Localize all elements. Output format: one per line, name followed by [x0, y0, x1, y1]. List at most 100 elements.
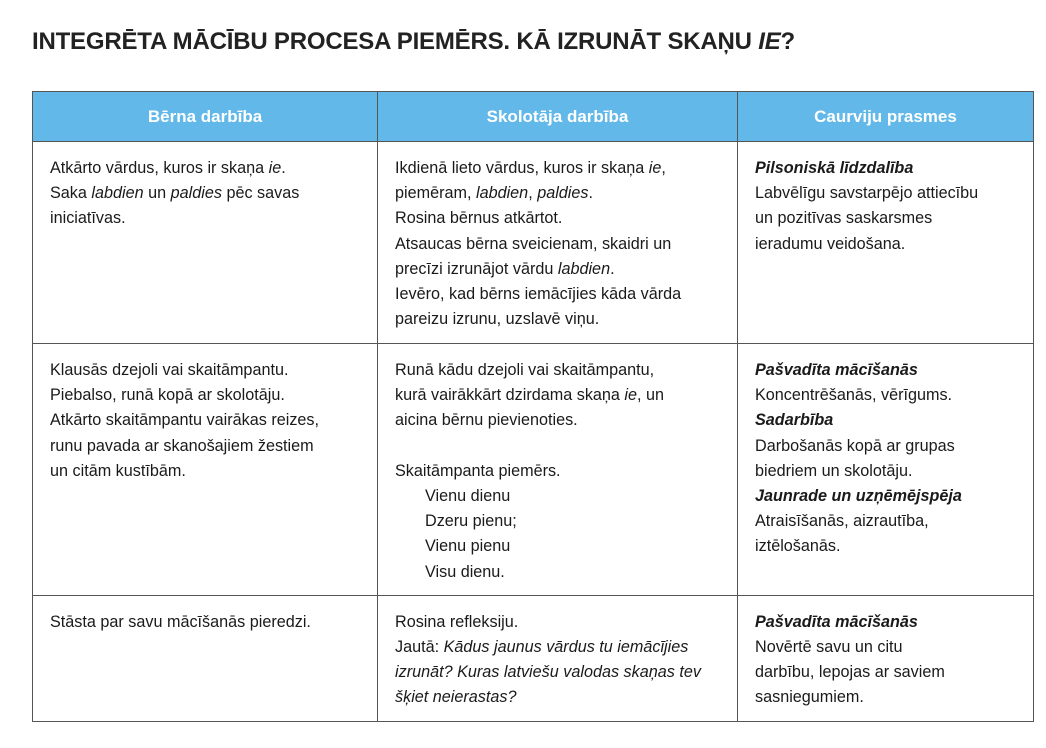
text-segment: Jautā: — [395, 638, 444, 657]
text-line: Rosina bērnus atkārtot. — [395, 206, 727, 231]
text-segment: un pozitīvas saskarsmes — [755, 209, 933, 228]
text-segment: pareizu izrunu, uzslavē viņu. — [395, 310, 600, 329]
child-activity-cell: Atkārto vārdus, kuros ir skaņa ie. Saka l… — [32, 141, 378, 344]
text-line: Skaitāmpanta piemērs. — [395, 459, 727, 484]
header-child-activity: Bērna darbība — [32, 91, 378, 142]
title-end: ? — [780, 28, 796, 55]
text-line: Pašvadīta mācīšanās — [755, 610, 1023, 635]
skill-heading: Pašvadīta mācīšanās — [755, 612, 918, 631]
text-line: pareizu izrunu, uzslavē viņu. — [395, 307, 727, 332]
text-line: piemēram, labdien, paldies. — [395, 181, 727, 206]
text-segment: Dzeru pienu; — [425, 512, 517, 531]
header-transversal-skills: Caurviju prasmes — [737, 91, 1034, 142]
text-segment: ie — [268, 159, 282, 177]
text-segment: izrunāt? Kuras latviešu valodas skaņas t… — [395, 663, 701, 682]
text-segment: Ievēro, kad bērns iemācījies kāda vārda — [395, 285, 682, 304]
text-segment: iztēlošanās. — [755, 537, 841, 556]
teacher-activity-cell: Rosina refleksiju. Jautā: Kādus jaunus vā… — [377, 594, 738, 722]
text-segment: labdien — [91, 184, 144, 203]
text-segment: , — [528, 184, 538, 203]
teacher-activity-cell: Runā kādu dzejoli vai skaitāmpantu, kurā … — [377, 343, 738, 596]
text-segment: Labvēlīgu savstarpējo attiecību — [755, 184, 979, 203]
text-segment: , — [661, 159, 666, 177]
text-segment: Atkārto skaitāmpantu vairākas reizes, — [50, 411, 320, 430]
skill-heading: Pašvadīta mācīšanās — [755, 361, 918, 379]
text-line: Dzeru pienu; — [395, 509, 727, 534]
text-line: Atkārto vārdus, kuros ir skaņa ie. — [50, 156, 367, 181]
text-segment: Runā kādu dzejoli vai skaitāmpantu, — [395, 361, 655, 379]
text-segment: . — [588, 184, 594, 203]
text-segment: Saka — [50, 184, 92, 203]
text-line: izrunāt? Kuras latviešu valodas skaņas t… — [395, 660, 727, 685]
text-line: un citām kustībām. — [50, 459, 367, 484]
text-line: Vienu dienu — [395, 484, 727, 509]
text-segment: Atraisīšanās, aizrautība, — [755, 512, 929, 531]
text-line: Novērtē savu un citu — [755, 635, 1023, 660]
table-row: Atkārto vārdus, kuros ir skaņa ie. Saka l… — [32, 141, 1034, 344]
text-segment: ie — [648, 159, 662, 177]
text-segment: ieradumu veidošana. — [755, 234, 906, 253]
text-segment: šķiet neierastas? — [395, 688, 517, 707]
text-segment: un — [143, 184, 171, 203]
text-segment: Piebalso, runā kopā ar skolotāju. — [50, 386, 285, 405]
text-segment: , un — [637, 386, 665, 405]
text-line: Atsaucas bērna sveicienam, skaidri un — [395, 232, 727, 257]
skill-heading: Sadarbība — [755, 411, 834, 430]
title-text: INTEGRĒTA MĀCĪBU PROCESA PIEMĒRS. KĀ IZR… — [32, 28, 759, 55]
text-line: Runā kādu dzejoli vai skaitāmpantu, — [395, 358, 727, 383]
skills-cell: Pilsoniskā līdzdalība Labvēlīgu savstarpē… — [737, 141, 1034, 344]
text-line: Ikdienā lieto vārdus, kuros ir skaņa ie, — [395, 156, 727, 181]
text-segment: sasniegumiem. — [755, 688, 864, 707]
text-line: Labvēlīgu savstarpējo attiecību — [755, 181, 1023, 206]
text-segment: labdien — [475, 184, 529, 203]
teacher-activity-cell: Ikdienā lieto vārdus, kuros ir skaņa ie,… — [377, 141, 738, 344]
text-segment: Darbošanās kopā ar grupas — [755, 436, 955, 455]
text-line: Pilsoniskā līdzdalība — [755, 156, 1023, 181]
text-segment: Novērtē savu un citu — [755, 638, 903, 657]
text-segment: Ikdienā lieto vārdus, kuros ir skaņa — [395, 159, 649, 177]
text-segment: pēc savas — [221, 184, 300, 203]
table-row: Klausās dzejoli vai skaitāmpantu. Piebals… — [32, 343, 1034, 596]
text-line: Vienu pienu — [395, 534, 727, 559]
text-line: Darbošanās kopā ar grupas — [755, 434, 1023, 459]
text-segment: Stāsta par savu mācīšanās pieredzi. — [50, 612, 311, 631]
text-segment: Vienu dienu — [425, 487, 511, 505]
text-segment: labdien — [557, 259, 611, 278]
text-line: šķiet neierastas? — [395, 685, 727, 710]
text-segment: iniciatīvas. — [50, 209, 126, 228]
text-line: iztēlošanās. — [755, 534, 1023, 559]
text-segment: kurā vairākkārt dzirdama skaņa — [395, 386, 625, 405]
text-segment: piemēram, — [395, 184, 476, 203]
text-segment: Koncentrēšanās, vērīgums. — [755, 386, 953, 405]
text-segment: paldies — [537, 184, 589, 203]
text-line: Stāsta par savu mācīšanās pieredzi. — [50, 610, 367, 635]
text-line — [395, 434, 727, 459]
text-segment: Klausās dzejoli vai skaitāmpantu. — [50, 361, 289, 379]
text-line: Piebalso, runā kopā ar skolotāju. — [50, 383, 367, 408]
activity-table: Bērna darbība Skolotāja darbība Caurviju… — [32, 91, 1034, 722]
text-segment: runu pavada ar skanošajiem žestiem — [50, 436, 314, 455]
text-line: Koncentrēšanās, vērīgums. — [755, 383, 1023, 408]
child-activity-cell: Klausās dzejoli vai skaitāmpantu. Piebals… — [32, 343, 378, 596]
text-line: ieradumu veidošana. — [755, 232, 1023, 257]
text-segment: Rosina bērnus atkārtot. — [395, 209, 563, 228]
text-segment: un citām kustībām. — [50, 461, 186, 480]
text-line: runu pavada ar skanošajiem žestiem — [50, 434, 367, 459]
text-segment: paldies — [170, 184, 222, 203]
text-line: Sadarbība — [755, 408, 1023, 433]
text-segment: Kādus jaunus vārdus tu iemācījies — [443, 638, 689, 657]
skills-cell: Pašvadīta mācīšanās Koncentrēšanās, vērīg… — [737, 343, 1034, 596]
text-segment: darbību, lepojas ar saviem — [755, 663, 945, 682]
text-segment: precīzi izrunājot vārdu — [395, 259, 558, 278]
text-segment: aicina bērnu pievienoties. — [395, 411, 578, 430]
title-italic: IE — [758, 28, 781, 55]
text-line: biedriem un skolotāju. — [755, 459, 1023, 484]
text-segment: Rosina refleksiju. — [395, 612, 519, 631]
text-segment: ie — [624, 386, 638, 405]
text-line: sasniegumiem. — [755, 685, 1023, 710]
text-line: aicina bērnu pievienoties. — [395, 408, 727, 433]
text-line: un pozitīvas saskarsmes — [755, 206, 1023, 231]
text-line: Klausās dzejoli vai skaitāmpantu. — [50, 358, 367, 383]
header-row: Bērna darbība Skolotāja darbība Caurviju… — [32, 91, 1034, 142]
text-segment: biedriem un skolotāju. — [755, 461, 913, 480]
